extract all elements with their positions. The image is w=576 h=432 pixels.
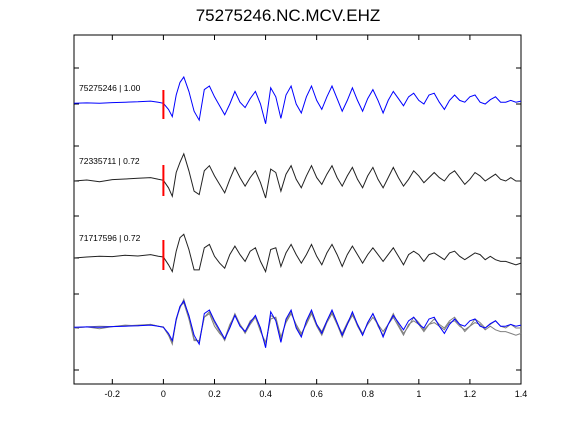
- x-tick-label: 0.2: [208, 389, 221, 399]
- overlay-trace-2: [73, 301, 522, 344]
- traces: [73, 75, 522, 348]
- trace-line-0: [73, 75, 522, 124]
- x-tick-label: 0.6: [310, 389, 323, 399]
- x-tick-label: 0: [161, 389, 166, 399]
- overlay-trace-1: [73, 297, 521, 347]
- tick-marks: [74, 35, 522, 384]
- x-tick-label: 1.4: [515, 389, 528, 399]
- x-tick-label: 1: [416, 389, 421, 399]
- x-tick-label: -0.2: [105, 389, 121, 399]
- trace-label-1: 72335711 | 0.72: [79, 156, 140, 166]
- overlay-trace-0: [73, 299, 522, 348]
- trace-line-2: [73, 233, 522, 274]
- x-tick-label: 0.4: [259, 389, 272, 399]
- trace-label-0: 75275246 | 1.00: [79, 83, 141, 93]
- trace-label-2: 71717596 | 0.72: [79, 233, 141, 243]
- trace-labels: 75275246 | 1.00 72335711 | 0.72 71717596 |…: [79, 83, 141, 243]
- x-tick-labels: -0.2 0 0.2 0.4 0.6 0.8 1 1.2 1.4: [105, 389, 528, 399]
- x-tick-label: 1.2: [464, 389, 477, 399]
- plot-frame: [73, 34, 522, 385]
- trace-line-1: [73, 152, 521, 199]
- chart-title: 75275246.NC.MCV.EHZ: [195, 6, 381, 25]
- x-tick-label: 0.8: [361, 389, 374, 399]
